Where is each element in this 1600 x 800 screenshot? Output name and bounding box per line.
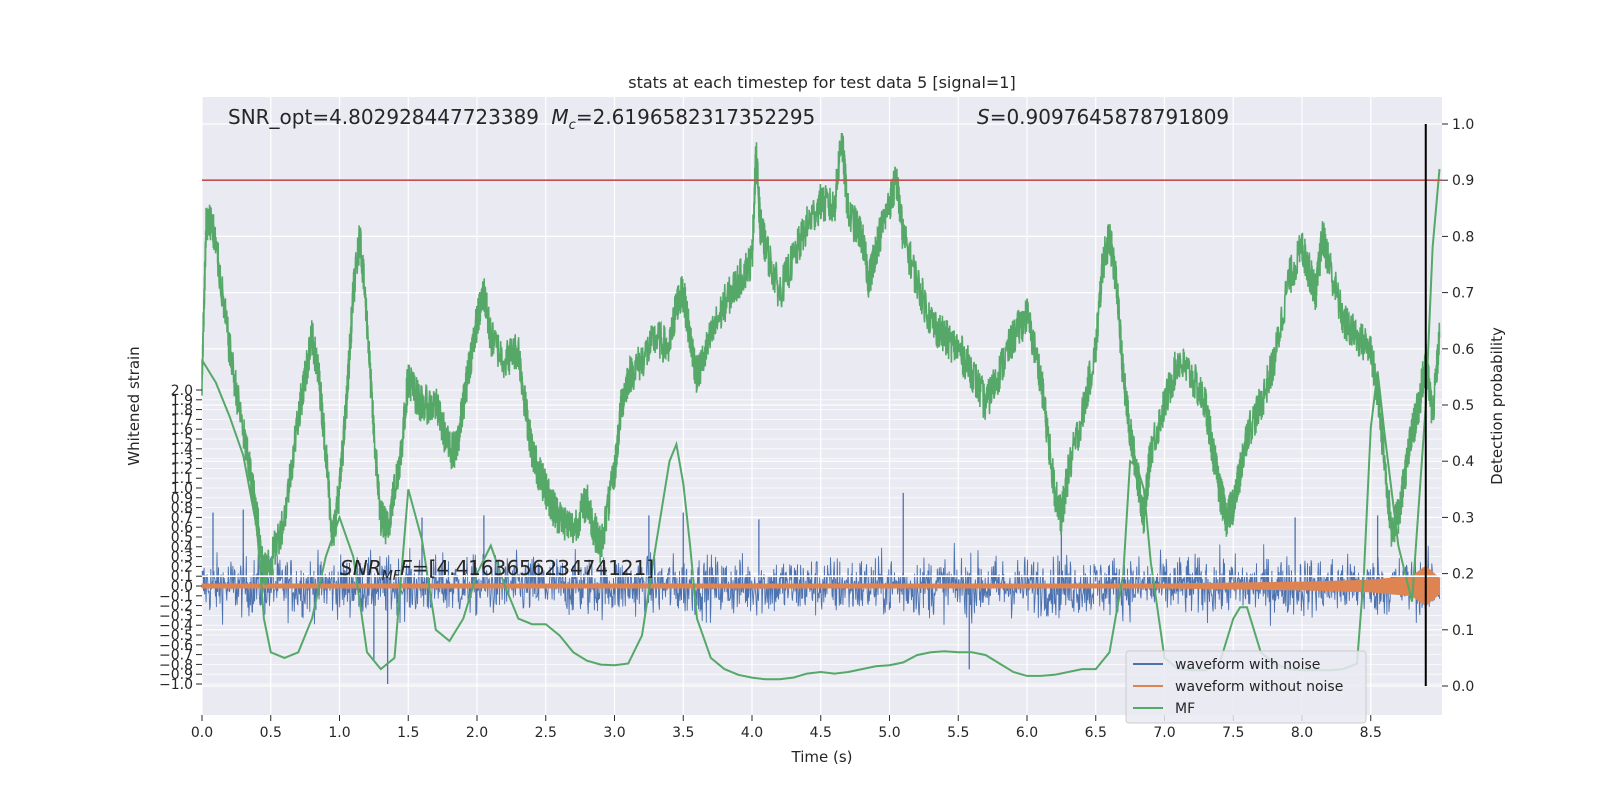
right-tick-label: 0.0 — [1452, 679, 1474, 695]
x-tick-label: 1.5 — [397, 725, 419, 741]
x-tick-label: 3.5 — [672, 725, 694, 741]
x-tick-label: 7.0 — [1153, 725, 1175, 741]
snr-mf-symbol: SNR — [340, 556, 382, 580]
left-tick-label: 0.1 — [171, 569, 193, 585]
left-axis-label: Whitened strain — [125, 346, 143, 465]
legend-label-clean: waveform without noise — [1175, 679, 1343, 695]
left-tick-label: −0.7 — [159, 648, 193, 664]
x-tick-label: 5.5 — [947, 725, 969, 741]
left-tick-label: 0.7 — [171, 510, 193, 526]
right-tick-label: 1.0 — [1452, 117, 1474, 133]
left-tick-label: 1.3 — [171, 452, 193, 468]
right-tick-label: 0.6 — [1452, 342, 1474, 358]
left-tick-label: 0.4 — [171, 540, 193, 556]
left-tick-label: 0.6 — [171, 520, 193, 536]
left-tick-label: −0.6 — [159, 638, 193, 654]
legend: waveform with noise waveform without noi… — [1125, 650, 1367, 724]
clean-waveform-band — [201, 565, 1440, 607]
left-ticks: 2.01.91.81.71.61.51.41.31.21.11.00.90.80… — [159, 383, 202, 693]
left-tick-label: 0.2 — [171, 559, 193, 575]
left-tick-label: −0.8 — [159, 657, 193, 673]
x-tick-label: 2.0 — [466, 725, 488, 741]
snr-mf-subscript: MF — [382, 569, 401, 584]
left-tick-label: −0.3 — [159, 608, 193, 624]
s-annotation: S=0.9097645878791809 — [977, 105, 1229, 129]
left-tick-label: 1.4 — [171, 442, 193, 458]
right-tick-label: 0.3 — [1452, 510, 1474, 526]
left-tick-label: 1.2 — [171, 461, 193, 477]
legend-label-mf: MF — [1175, 701, 1195, 717]
s-value: =0.9097645878791809 — [990, 105, 1229, 129]
left-tick-label: 1.5 — [171, 432, 193, 448]
mf-noisy-line — [201, 132, 1441, 585]
left-tick-label: 0.9 — [171, 491, 193, 507]
x-tick-label: 8.0 — [1291, 725, 1313, 741]
right-tick-label: 0.1 — [1452, 623, 1474, 639]
x-tick-label: 5.0 — [878, 725, 900, 741]
left-tick-label: 1.1 — [171, 471, 193, 487]
legend-box — [1125, 650, 1367, 724]
grid — [201, 97, 1442, 715]
right-tick-label: 0.2 — [1452, 567, 1474, 583]
left-tick-label: 1.7 — [171, 412, 193, 428]
right-tick-label: 0.8 — [1452, 229, 1474, 245]
x-tick-label: 6.0 — [1016, 725, 1038, 741]
mf-series — [201, 132, 1441, 681]
x-tick-label: 4.0 — [741, 725, 763, 741]
x-tick-label: 6.5 — [1085, 725, 1107, 741]
snr-opt-annotation: SNR_opt=4.802928447723389 Mc=2.619658231… — [228, 105, 815, 133]
mf-smooth-line — [201, 168, 1441, 681]
reference-lines — [202, 124, 1442, 686]
left-tick-label: 1.9 — [171, 393, 193, 409]
mc-subscript: c — [569, 118, 576, 133]
snr-mf-annotation: SNRMFF=[4.416365623474121] — [340, 556, 654, 584]
right-tick-label: 0.4 — [1452, 454, 1474, 470]
left-tick-label: −1.0 — [159, 677, 193, 693]
left-tick-label: 0.8 — [171, 501, 193, 517]
left-tick-label: 1.6 — [171, 422, 193, 438]
chart-title: stats at each timestep for test data 5 [… — [628, 73, 1015, 92]
left-tick-label: 2.0 — [171, 383, 193, 399]
x-tick-label: 7.5 — [1222, 725, 1244, 741]
x-tick-label: 0.0 — [191, 725, 213, 741]
left-tick-label: −0.1 — [159, 589, 193, 605]
x-axis-label: Time (s) — [791, 748, 853, 766]
mc-symbol: M — [551, 105, 568, 129]
snr-mf-value: =[4.416365623474121] — [412, 556, 654, 580]
left-tick-label: 0.3 — [171, 550, 193, 566]
left-tick-label: 0.0 — [171, 579, 193, 595]
left-tick-label: 1.0 — [171, 481, 193, 497]
right-tick-label: 0.9 — [1452, 173, 1474, 189]
x-tick-label: 4.5 — [810, 725, 832, 741]
right-tick-label: 0.7 — [1452, 286, 1474, 302]
left-tick-label: 0.5 — [171, 530, 193, 546]
right-ticks: 0.0 0.1 0.2 0.3 0.4 0.5 0.6 0.7 0.8 0.9 1.0 — [1442, 117, 1474, 695]
left-tick-label: −0.5 — [159, 628, 193, 644]
left-tick-label: −0.4 — [159, 618, 193, 634]
left-tick-label: −0.9 — [159, 667, 193, 683]
legend-label-noise: waveform with noise — [1175, 657, 1320, 673]
mc-value: =2.6196582317352295 — [576, 105, 815, 129]
clean-waveform-series — [201, 565, 1440, 607]
right-axis-label: Detection probability — [1488, 327, 1506, 485]
x-ticks: 0.0 0.5 1.0 1.5 2.0 2.5 3.0 3.5 4.0 4.5 5.0 5.5 6.0 6… — [191, 715, 1382, 741]
right-tick-label: 0.5 — [1452, 398, 1474, 414]
x-tick-label: 8.5 — [1360, 725, 1382, 741]
left-tick-label: −0.2 — [159, 599, 193, 615]
left-tick-label: 1.8 — [171, 403, 193, 419]
snr-opt-text: SNR_opt=4.802928447723389 — [228, 105, 539, 129]
x-tick-label: 0.5 — [260, 725, 282, 741]
x-tick-label: 3.0 — [603, 725, 625, 741]
x-tick-label: 2.5 — [535, 725, 557, 741]
x-tick-label: 1.0 — [328, 725, 350, 741]
s-symbol: S — [977, 105, 990, 129]
